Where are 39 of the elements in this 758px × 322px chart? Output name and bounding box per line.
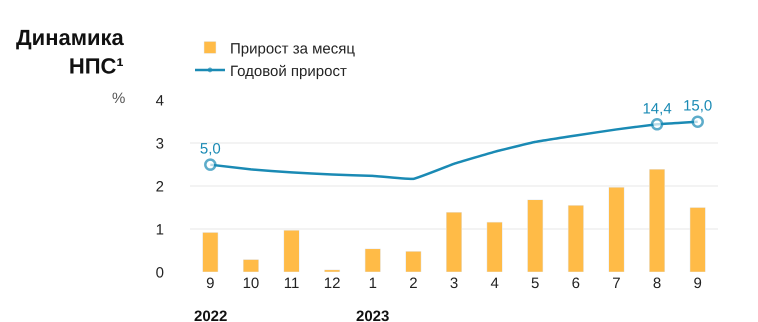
x-tick-label: 10 xyxy=(242,275,260,292)
bar xyxy=(405,251,422,272)
bar xyxy=(284,230,300,272)
bar xyxy=(446,212,462,272)
x-tick-label: 12 xyxy=(324,275,340,292)
data-label: 15,0 xyxy=(683,98,712,115)
x-tick-label: 9 xyxy=(694,275,702,292)
bar xyxy=(364,248,381,272)
y-axis-title: % xyxy=(112,90,126,107)
bar xyxy=(608,187,624,272)
x-tick-label: 4 xyxy=(490,275,499,292)
x-tick-label: 7 xyxy=(612,275,621,292)
bar xyxy=(527,200,544,272)
x-tick-label: 9 xyxy=(206,275,214,292)
data-label: 5,0 xyxy=(200,140,221,158)
x-tick-label: 11 xyxy=(284,275,300,292)
legend-label: Прирост за месяц xyxy=(230,40,356,58)
bar xyxy=(202,232,218,272)
x-tick-label: 2 xyxy=(409,275,418,292)
bar xyxy=(649,168,666,272)
text: 2023 xyxy=(356,308,390,322)
x-tick-label: 3 xyxy=(450,275,458,292)
bar xyxy=(690,207,706,272)
x-tick-label: 5 xyxy=(531,275,540,292)
bar xyxy=(568,205,584,272)
text: 2022 xyxy=(194,308,228,322)
legend-label: Годовой прирост xyxy=(230,62,347,80)
y-tick-label: 3 xyxy=(156,135,164,152)
bar xyxy=(486,222,503,272)
y-tick-label: 4 xyxy=(156,92,164,110)
bar xyxy=(242,259,259,272)
chart-title: Динамика НПС¹ xyxy=(16,25,125,79)
y-tick-label: 2 xyxy=(156,178,164,196)
y-tick-label: 0 xyxy=(156,264,164,282)
x-tick-label: 1 xyxy=(368,275,377,292)
x-tick-label: 6 xyxy=(572,275,580,292)
data-label: 14,4 xyxy=(642,100,672,118)
x-tick-label: 8 xyxy=(652,275,662,292)
y-tick-label: 1 xyxy=(156,221,164,238)
